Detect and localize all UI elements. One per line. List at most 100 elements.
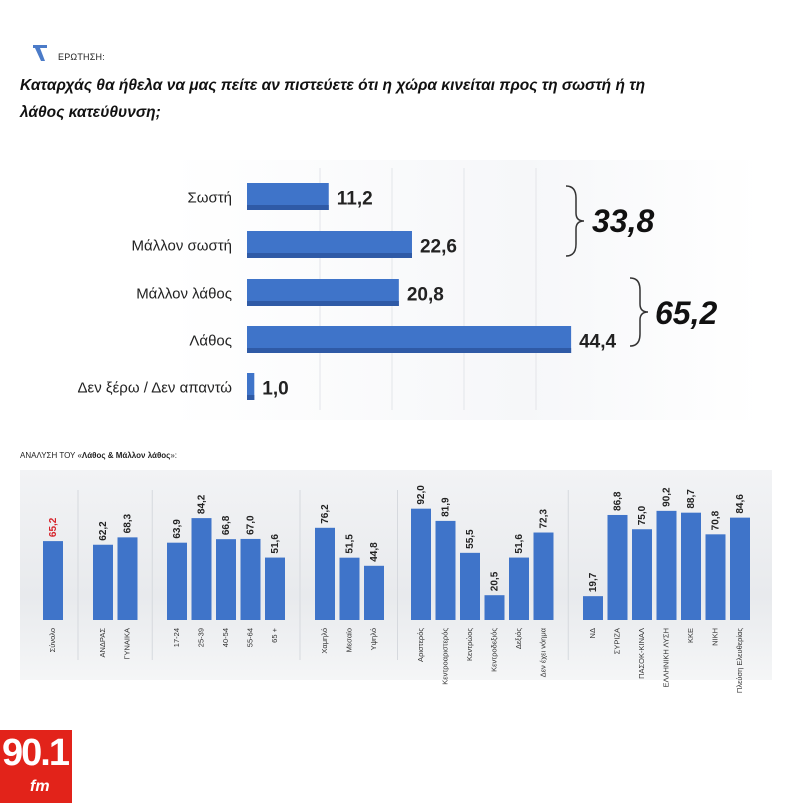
breakdown-bar <box>191 518 212 620</box>
category-label: Λάθος <box>189 333 232 350</box>
breakdown-bar <box>656 510 677 620</box>
breakdown-category-label: 25-39 <box>197 628 206 647</box>
logo-fm: fm <box>30 778 50 795</box>
breakdown-value-label: 90,2 <box>662 487 673 507</box>
breakdown-category-label: Κεντροδεξιός <box>490 628 499 672</box>
question-label: ΕΡΩΤΗΣΗ: <box>58 52 105 62</box>
breakdown-bar <box>460 552 480 620</box>
value-label: 44,4 <box>579 332 616 353</box>
breakdown-value-label: 51,6 <box>270 534 281 554</box>
breakdown-category-label: ΕΛΛΗΝΙΚΗ ΛΥΣΗ <box>662 628 671 688</box>
question-text-line1: Καταρχάς θα ήθελα να μας πείτε αν πιστεύ… <box>20 77 646 94</box>
breakdown-value-label: 76,2 <box>320 504 331 524</box>
group-brace <box>565 185 585 257</box>
bar-shade <box>247 301 399 306</box>
breakdown-category-label: 40-54 <box>221 628 230 647</box>
group-total-label: 33,8 <box>592 203 654 239</box>
breakdown-chart: 65,2 Σύνολο 62,2 ΑΝΔΡΑΣ 68,3 ΓΥΝΑΙΚΑ 63,9 17-24… <box>43 485 750 693</box>
breakdown-bar <box>681 512 701 620</box>
breakdown-category-label: ΚΚΕ <box>686 628 695 643</box>
breakdown-value-label: 66,8 <box>221 515 232 535</box>
category-label: Σωστή <box>187 190 232 207</box>
breakdown-bar <box>240 538 261 620</box>
breakdown-bar <box>117 537 138 620</box>
breakdown-bar <box>411 508 431 620</box>
breakdown-label: ΑΝΑΛΥΣΗ ΤΟΥ «Λάθος & Μάλλον λάθος»: <box>20 451 177 460</box>
breakdown-bar <box>364 565 384 620</box>
breakdown-value-label: 75,0 <box>637 505 648 525</box>
breakdown-label-bold: Λάθος & Μάλλον λάθος <box>81 451 171 460</box>
breakdown-bar <box>93 544 113 620</box>
breakdown-bar <box>533 532 554 620</box>
value-label: 22,6 <box>420 237 457 258</box>
category-label: Μάλλον λάθος <box>136 286 232 303</box>
breakdown-label-prefix: ΑΝΑΛΥΣΗ ΤΟΥ « <box>20 451 82 460</box>
value-label: 11,2 <box>337 189 373 210</box>
breakdown-bar <box>632 529 652 620</box>
category-label: Μάλλον σωστή <box>132 238 232 255</box>
breakdown-category-label: Δεν έχει νόημα <box>539 627 548 677</box>
breakdown-bar <box>607 514 628 620</box>
breakdown-category-label: Χαμηλό <box>320 628 329 654</box>
breakdown-bar <box>705 534 726 620</box>
breakdown-label-suffix: »: <box>170 451 178 460</box>
breakdown-category-label: ΑΝΔΡΑΣ <box>98 628 107 658</box>
breakdown-bar <box>43 541 63 620</box>
breakdown-category-label: ΣΥΡΙΖΑ <box>613 628 622 654</box>
breakdown-value-label: 65,2 <box>48 517 59 537</box>
breakdown-category-label: ΓΥΝΑΙΚΑ <box>123 628 132 660</box>
breakdown-category-label: ΝΙΚΗ <box>711 628 720 646</box>
breakdown-value-label: 70,8 <box>711 510 722 530</box>
bar-shade <box>247 205 329 210</box>
breakdown-value-label: 92,0 <box>416 485 427 505</box>
breakdown-value-label: 63,9 <box>172 519 183 539</box>
breakdown-bar <box>339 557 360 620</box>
group-brace <box>629 277 649 347</box>
logo-number: 90.1 <box>2 732 70 774</box>
breakdown-value-label: 51,5 <box>345 534 356 554</box>
breakdown-category-label: 17-24 <box>172 628 181 647</box>
breakdown-value-label: 67,0 <box>246 515 257 535</box>
bar-shade <box>247 395 255 400</box>
breakdown-category-label: Μεσαίο <box>345 628 354 652</box>
breakdown-value-label: 19,7 <box>588 572 599 592</box>
breakdown-value-label: 84,6 <box>735 494 746 514</box>
breakdown-value-label: 44,8 <box>369 542 380 562</box>
value-label: 1,0 <box>262 379 288 400</box>
breakdown-category-label: ΠΑΣΟΚ-ΚΙΝΑΛ <box>637 628 646 679</box>
breakdown-value-label: 72,3 <box>539 509 550 529</box>
breakdown-category-label: Δεξιός <box>514 628 523 650</box>
breakdown-value-label: 51,6 <box>514 534 525 554</box>
main-chart: Σωστή 11,2 Μάλλον σωστή 22,6 Μάλλον λάθος 20,… <box>78 168 717 410</box>
bar-shade <box>247 253 412 258</box>
breakdown-category-label: Σύνολο <box>48 628 57 652</box>
breakdown-value-label: 62,2 <box>98 521 109 541</box>
value-label: 20,8 <box>407 285 444 306</box>
breakdown-value-label: 84,2 <box>197 494 208 514</box>
breakdown-category-label: 55-64 <box>246 628 255 647</box>
breakdown-value-label: 68,3 <box>123 513 134 533</box>
breakdown-category-label: Αριστερός <box>416 628 425 662</box>
breakdown-bar <box>167 542 187 620</box>
breakdown-bar <box>509 557 529 620</box>
question-text-line2: λάθος κατεύθυνση; <box>20 104 161 121</box>
breakdown-value-label: 81,9 <box>441 497 452 517</box>
breakdown-category-label: ΝΔ <box>588 628 597 638</box>
breakdown-category-label: Κεντροαριστερός <box>441 628 450 685</box>
group-total-label: 65,2 <box>655 295 717 331</box>
question-icon <box>33 45 47 61</box>
breakdown-bar <box>265 557 285 620</box>
breakdown-bar <box>583 596 603 620</box>
breakdown-value-label: 55,5 <box>465 529 476 549</box>
breakdown-value-label: 86,8 <box>613 491 624 511</box>
breakdown-bar <box>484 595 505 620</box>
category-label: Δεν ξέρω / Δεν απαντώ <box>78 380 233 397</box>
bar-shade <box>247 348 572 353</box>
breakdown-bar <box>216 539 236 620</box>
breakdown-value-label: 20,5 <box>490 571 501 591</box>
breakdown-category-label: 65 + <box>270 627 279 642</box>
breakdown-category-label: Πλεύση Ελευθερίας <box>735 628 744 693</box>
breakdown-category-label: Υψηλό <box>369 628 378 650</box>
question-text: Καταρχάς θα ήθελα να μας πείτε αν πιστεύ… <box>20 72 760 126</box>
breakdown-bar <box>435 520 456 620</box>
